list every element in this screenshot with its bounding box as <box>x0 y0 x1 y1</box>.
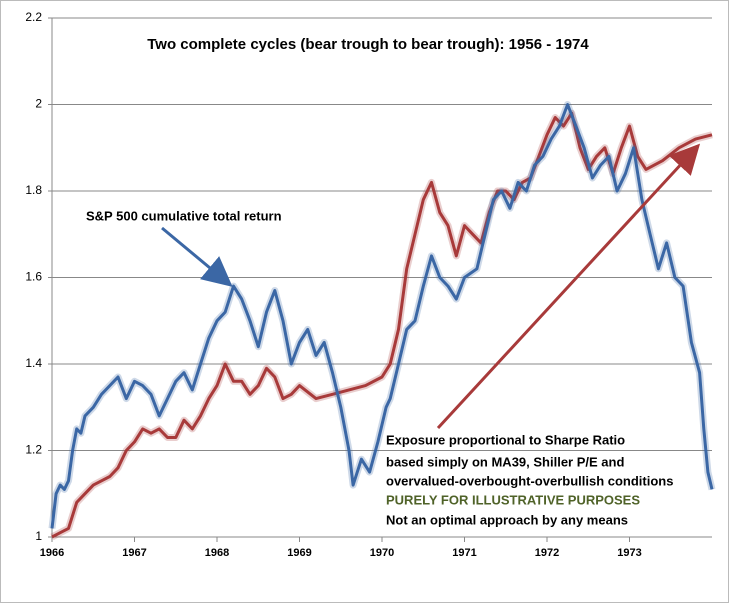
line <box>51 111 713 539</box>
x-tick-label: 1970 <box>370 547 394 559</box>
y-tick-label: 1 <box>35 529 42 543</box>
annotation: PURELY FOR ILLUSTRATIVE PURPOSES <box>386 492 640 507</box>
line <box>50 103 714 529</box>
y-tick-label: 1.8 <box>25 183 42 197</box>
x-tick-label: 1966 <box>40 547 64 559</box>
chart-title: Two complete cycles (bear trough to bear… <box>147 36 589 53</box>
annotation: Not an optimal approach by any means <box>386 512 628 527</box>
x-tick-label: 1968 <box>205 547 229 559</box>
arrow <box>161 226 233 287</box>
y-tick-label: 1.6 <box>25 270 42 284</box>
y-tick-label: 1.4 <box>25 356 42 370</box>
annotation: based simply on MA39, Shiller P/E and <box>386 454 624 469</box>
annotation: overvalued-overbought-overbullish condit… <box>386 473 673 488</box>
x-tick-label: 1973 <box>617 547 641 559</box>
annotation: Exposure proportional to Sharpe Ratio <box>386 432 625 447</box>
x-tick-label: 1971 <box>452 547 476 559</box>
x-tick-label: 1967 <box>122 547 146 559</box>
arrow <box>436 143 701 430</box>
y-tick-label: 2 <box>35 97 42 111</box>
y-tick-label: 2.2 <box>25 10 42 24</box>
x-tick-label: 1969 <box>287 547 311 559</box>
annotation: S&P 500 cumulative total return <box>86 208 282 223</box>
y-tick-label: 1.2 <box>25 443 42 457</box>
x-tick-label: 1972 <box>535 547 559 559</box>
